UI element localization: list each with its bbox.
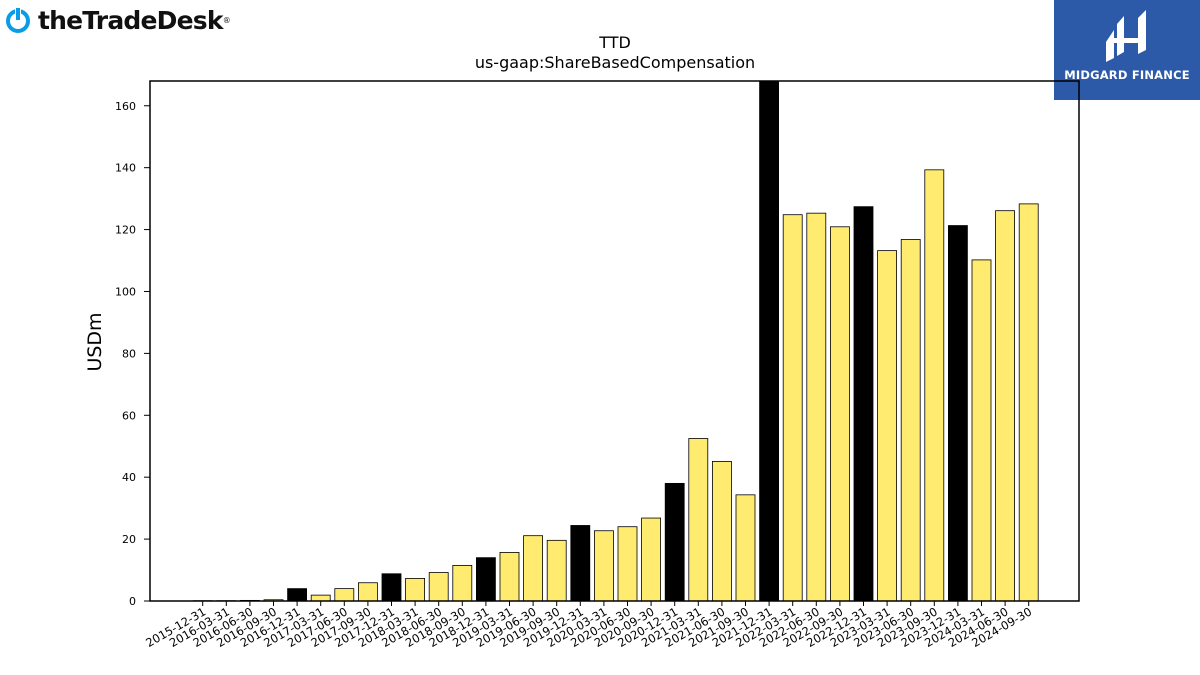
y-tick-label-40: 40 xyxy=(122,471,136,484)
plot-frame xyxy=(149,80,1080,602)
bar-2021-12-31 xyxy=(759,80,779,602)
bar-2024-06-30 xyxy=(995,210,1015,602)
bar-2019-03-31 xyxy=(499,552,520,602)
y-tick-label-60: 60 xyxy=(122,409,136,422)
y-tick-label-120: 120 xyxy=(115,224,136,237)
bar-2022-09-30 xyxy=(830,226,850,602)
bar-2017-09-30 xyxy=(357,582,378,602)
power-icon xyxy=(6,7,30,33)
y-axis: 0 20 40 60 80 100 120 140 160 xyxy=(115,100,150,608)
bar-2018-12-31 xyxy=(475,557,496,602)
bar-2018-06-30 xyxy=(428,572,449,602)
bar-2019-06-30 xyxy=(523,535,543,602)
y-tick-label-20: 20 xyxy=(122,533,136,546)
bar-2023-03-31 xyxy=(877,250,897,602)
bar-2016-12-31 xyxy=(287,588,308,602)
bar-2021-06-30 xyxy=(712,460,732,602)
bar-2024-03-31 xyxy=(971,259,992,602)
y-tick-label-100: 100 xyxy=(115,285,136,298)
midgard-finance-text: MIDGARD FINANCE xyxy=(1064,68,1190,82)
y-tick-label-140: 140 xyxy=(115,162,136,175)
x-axis: 2015-12-312016-03-312016-06-302016-09-30… xyxy=(143,601,1034,650)
bar-2022-03-31 xyxy=(782,214,803,602)
y-tick-label-80: 80 xyxy=(122,347,136,360)
bar-2018-09-30 xyxy=(452,565,473,602)
bar-2020-12-31 xyxy=(664,482,685,602)
bar-2022-12-31 xyxy=(853,206,874,602)
midgard-emblem-icon xyxy=(1106,10,1146,62)
bar-2020-03-31 xyxy=(594,530,614,602)
bar-2017-06-30 xyxy=(334,588,355,602)
bar-2020-06-30 xyxy=(617,526,638,602)
bar-2021-03-31 xyxy=(688,438,709,602)
bar-2017-12-31 xyxy=(381,573,402,602)
y-tick-label-0: 0 xyxy=(129,595,136,608)
bar-2019-12-31 xyxy=(570,525,591,602)
tradedesk-logo: theTradeDesk ® xyxy=(4,3,231,37)
bar-2022-06-30 xyxy=(806,212,827,602)
bar-2020-09-30 xyxy=(641,517,661,602)
bar-2023-09-30 xyxy=(924,169,945,602)
bar-2018-03-31 xyxy=(405,578,426,602)
chart-subtitle: us-gaap:ShareBasedCompensation xyxy=(475,53,755,72)
bar-2019-09-30 xyxy=(546,539,567,602)
y-axis-label: USDm xyxy=(84,312,106,371)
bar-2017-03-31 xyxy=(310,594,331,602)
bar-2024-09-30 xyxy=(1018,203,1039,602)
tradedesk-logo-text: theTradeDesk xyxy=(38,5,223,35)
registered-mark: ® xyxy=(222,15,231,25)
bar-2023-06-30 xyxy=(900,239,921,602)
y-tick-label-160: 160 xyxy=(115,100,136,113)
chart-title: TTD xyxy=(598,33,631,52)
bar-2021-09-30 xyxy=(735,494,756,602)
bars-group xyxy=(192,80,1039,602)
bar-2023-12-31 xyxy=(948,225,968,602)
